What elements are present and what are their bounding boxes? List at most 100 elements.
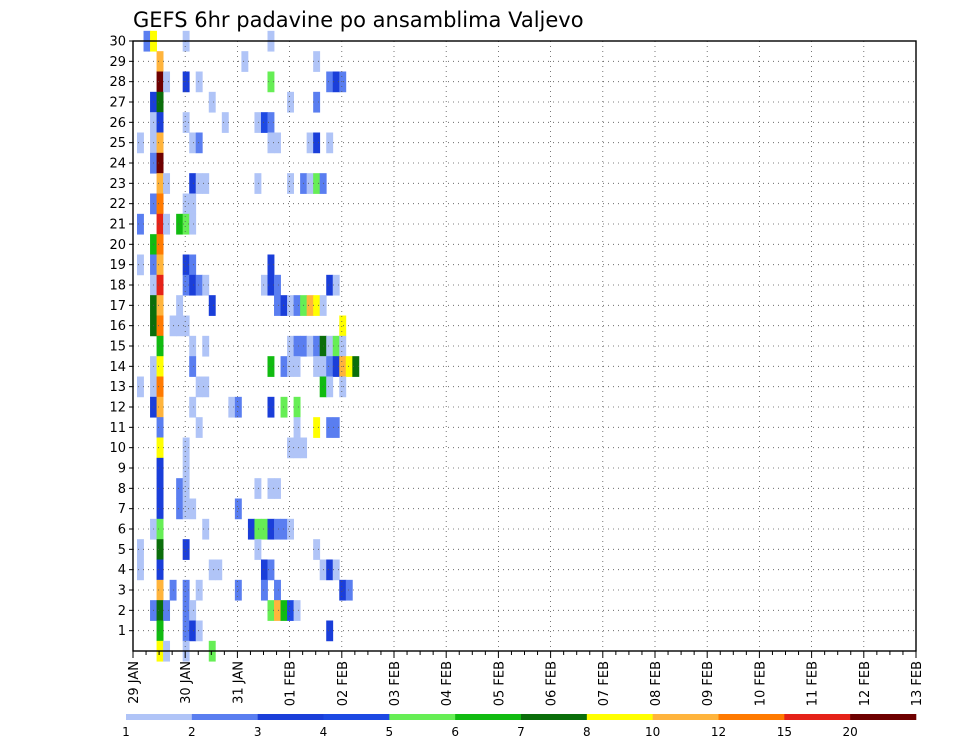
precip-cell bbox=[163, 71, 171, 93]
x-tick-label: 30 JAN bbox=[179, 661, 194, 704]
x-tick-label: 05 FEB bbox=[492, 661, 507, 706]
precip-cell bbox=[156, 132, 164, 154]
precip-cell bbox=[326, 335, 334, 357]
precip-cell bbox=[182, 274, 190, 296]
precip-cell bbox=[189, 213, 197, 235]
precip-cell bbox=[267, 396, 275, 418]
colorbar-swatch bbox=[257, 714, 324, 720]
precip-cell bbox=[287, 173, 294, 194]
precip-cell bbox=[313, 335, 321, 357]
precip-cell bbox=[156, 417, 164, 438]
precip-cell bbox=[345, 356, 353, 377]
x-tick-label: 11 FEB bbox=[806, 661, 821, 706]
precip-cell bbox=[189, 173, 197, 194]
precip-cell bbox=[274, 478, 281, 499]
precip-cell bbox=[287, 295, 294, 316]
y-tick-label: 13 bbox=[109, 380, 126, 395]
precip-cell bbox=[202, 335, 210, 357]
precip-cell bbox=[156, 498, 164, 520]
precip-cell bbox=[332, 417, 340, 438]
y-tick-label: 28 bbox=[109, 75, 126, 90]
precip-cell bbox=[182, 254, 190, 276]
colorbar-label: 15 bbox=[777, 725, 792, 739]
precip-cell bbox=[176, 213, 184, 235]
colorbar-label: 3 bbox=[254, 725, 262, 739]
y-tick-label: 2 bbox=[118, 604, 126, 619]
y-tick-label: 15 bbox=[109, 340, 126, 355]
precip-cell bbox=[287, 518, 294, 540]
precip-cell bbox=[176, 498, 184, 520]
colorbar-label: 4 bbox=[320, 725, 328, 739]
precip-cell bbox=[176, 478, 184, 499]
precip-cell bbox=[137, 213, 144, 235]
y-tick-label: 19 bbox=[109, 258, 126, 273]
precip-cell bbox=[195, 579, 203, 601]
precip-cell bbox=[326, 132, 334, 154]
precip-cell bbox=[195, 620, 203, 642]
precip-cell bbox=[156, 539, 164, 560]
precip-cell bbox=[137, 539, 144, 560]
colorbar-label: 12 bbox=[711, 725, 726, 739]
precip-cell bbox=[182, 620, 190, 642]
precip-cell bbox=[241, 51, 249, 72]
precip-cell bbox=[189, 335, 197, 357]
precip-cell bbox=[156, 295, 164, 316]
precip-cell bbox=[176, 315, 184, 337]
precip-cell bbox=[189, 498, 197, 520]
precip-cell bbox=[156, 173, 164, 194]
y-tick-label: 12 bbox=[109, 401, 126, 416]
precip-cell bbox=[287, 335, 294, 357]
precip-cell bbox=[260, 518, 268, 540]
precip-cell bbox=[313, 173, 321, 194]
precip-cell bbox=[260, 112, 268, 133]
precip-cell bbox=[156, 518, 164, 540]
y-tick-label: 14 bbox=[109, 360, 126, 375]
y-tick-label: 26 bbox=[109, 116, 126, 131]
precip-cell bbox=[313, 132, 321, 154]
y-tick-label: 24 bbox=[109, 157, 126, 172]
precip-cell bbox=[326, 274, 334, 296]
colorbar-label: 8 bbox=[583, 725, 591, 739]
y-tick-label: 6 bbox=[118, 523, 126, 538]
precip-cell bbox=[339, 376, 347, 398]
y-tick-label: 18 bbox=[109, 279, 126, 294]
precip-cell bbox=[293, 396, 301, 418]
precip-cell bbox=[156, 315, 164, 337]
x-tick-label: 01 FEB bbox=[284, 661, 299, 706]
y-tick-label: 30 bbox=[109, 35, 126, 50]
precip-cell bbox=[195, 173, 203, 194]
precip-cell bbox=[280, 396, 288, 418]
precip-cell bbox=[156, 152, 164, 174]
colorbar-swatch bbox=[718, 714, 785, 720]
member-axis: 1234567891011121314151617181920212223242… bbox=[109, 35, 133, 639]
x-tick-label: 12 FEB bbox=[858, 661, 873, 706]
precip-cell bbox=[182, 315, 190, 337]
precip-cell bbox=[156, 600, 164, 621]
precip-cell bbox=[202, 274, 210, 296]
precip-cell bbox=[156, 335, 164, 357]
precip-cell bbox=[339, 71, 347, 93]
precip-cell bbox=[182, 579, 190, 601]
precip-cell bbox=[202, 173, 210, 194]
precip-cell bbox=[326, 417, 334, 438]
x-tick-label: 09 FEB bbox=[701, 661, 716, 706]
precip-cell bbox=[156, 579, 164, 601]
precip-cell bbox=[195, 71, 203, 93]
colorbar-label: 5 bbox=[386, 725, 394, 739]
precip-cell bbox=[208, 91, 216, 113]
precip-cell bbox=[267, 600, 275, 621]
precip-cell bbox=[274, 518, 281, 540]
precip-cell bbox=[156, 620, 164, 642]
precip-cell bbox=[306, 295, 314, 316]
precip-cell bbox=[189, 356, 197, 377]
precip-cell bbox=[189, 620, 197, 642]
y-tick-label: 7 bbox=[118, 502, 126, 517]
precip-cell bbox=[287, 600, 294, 621]
precip-cell bbox=[326, 71, 334, 93]
y-tick-label: 9 bbox=[118, 462, 126, 477]
colorbar-label: 10 bbox=[645, 725, 660, 739]
precip-cell bbox=[254, 478, 262, 499]
x-tick-label: 29 JAN bbox=[127, 661, 142, 704]
precip-cell bbox=[326, 376, 334, 398]
